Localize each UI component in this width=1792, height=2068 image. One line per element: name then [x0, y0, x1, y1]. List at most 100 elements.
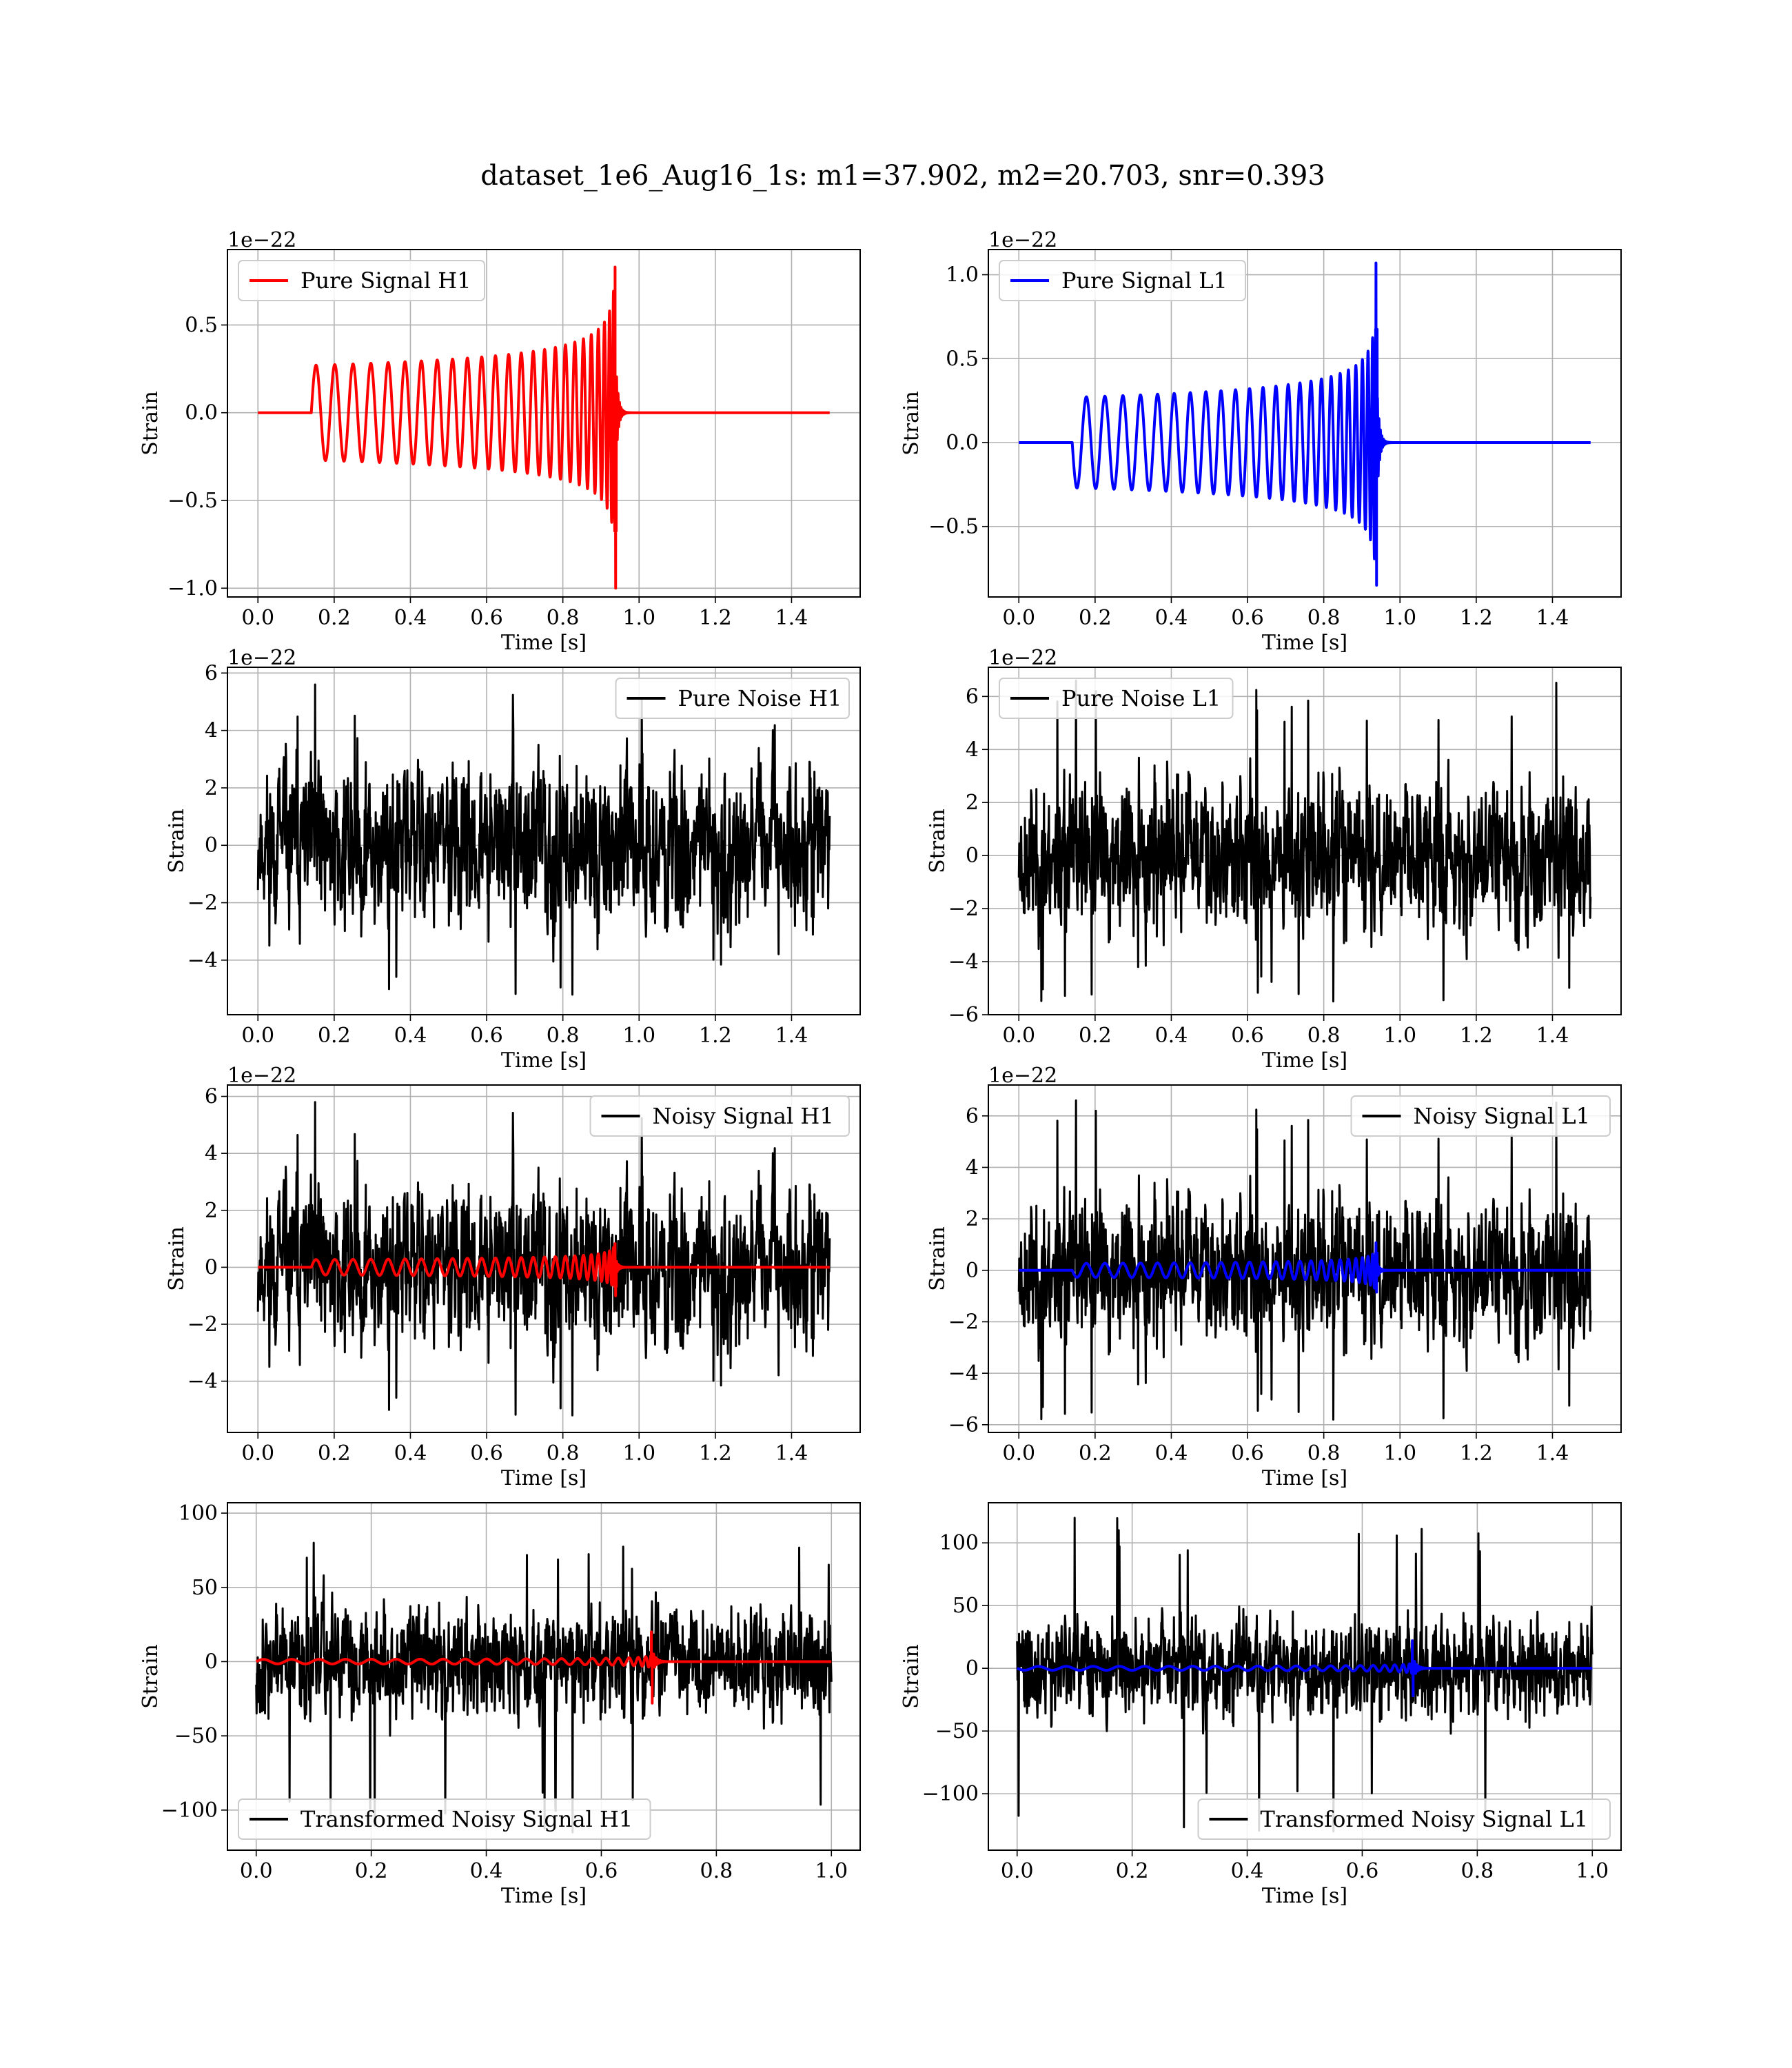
- y-tick-label: 0: [205, 1650, 218, 1674]
- legend: Pure Signal H1: [238, 260, 485, 301]
- legend: Noisy Signal H1: [589, 1095, 850, 1137]
- legend: Transformed Noisy Signal L1: [1197, 1798, 1611, 1840]
- y-axis-label: Strain: [899, 391, 924, 456]
- legend-label: Noisy Signal H1: [653, 1103, 834, 1129]
- axes-frame: [988, 1502, 1622, 1851]
- panel-pure-noise-h1: 0.0 0.2 0.4 0.6 0.8 1.0 1.2 1.4 −4 −2 0 2 4 6 Time [s]…: [165, 646, 861, 1073]
- y-offset-label: 1e−22: [988, 1064, 1057, 1088]
- y-tick-label: 4: [205, 719, 218, 743]
- legend-label: Pure Signal L1: [1061, 267, 1228, 294]
- x-tick-label: 1.2: [699, 606, 732, 630]
- x-tick-label: 1.4: [1536, 1024, 1569, 1048]
- x-tick-label: 1.2: [1460, 1441, 1493, 1466]
- x-tick-label: 0.2: [1079, 606, 1112, 630]
- x-tick-label: 0.8: [1307, 1024, 1341, 1048]
- x-tick-label: 1.2: [1460, 1024, 1493, 1048]
- x-tick-label: 0.6: [470, 1024, 503, 1048]
- y-axis-label: Strain: [926, 1226, 950, 1291]
- legend: Transformed Noisy Signal H1: [238, 1798, 651, 1840]
- x-tick-label: 0.8: [1461, 1859, 1494, 1883]
- axes-frame: [988, 1084, 1622, 1433]
- y-tick-label: 50: [953, 1594, 979, 1618]
- legend: Pure Noise H1: [615, 678, 850, 719]
- x-tick-label: 0.6: [470, 606, 503, 630]
- x-tick-label: 0.6: [1231, 1441, 1264, 1466]
- x-tick-label: 1.0: [1383, 1441, 1416, 1466]
- x-tick-label: 1.4: [775, 606, 808, 630]
- x-tick-label: 0.0: [1002, 606, 1035, 630]
- x-tick-label: 1.2: [1460, 606, 1493, 630]
- x-tick-label: 1.0: [622, 1024, 655, 1048]
- y-tick-label: −100: [161, 1798, 218, 1823]
- x-tick-label: 0.4: [1155, 1024, 1188, 1048]
- axes-frame: [227, 1084, 861, 1433]
- legend: Noisy Signal L1: [1350, 1095, 1611, 1137]
- x-tick-label: 0.8: [1307, 1441, 1341, 1466]
- y-tick-label: 0.0: [946, 431, 979, 455]
- axes-frame: [227, 1502, 861, 1851]
- x-tick-label: 0.4: [394, 606, 427, 630]
- y-tick-label: −50: [174, 1724, 218, 1748]
- series-line-signal: [256, 265, 831, 590]
- legend: Pure Signal L1: [999, 260, 1246, 301]
- y-tick-label: −50: [935, 1719, 979, 1743]
- series-line-noise: [1017, 1099, 1592, 1421]
- x-tick-label: 1.2: [699, 1024, 732, 1048]
- x-tick-label: 0.2: [1079, 1024, 1112, 1048]
- x-tick-label: 0.2: [1079, 1441, 1112, 1466]
- panel-transformed-l1: 0.0 0.2 0.4 0.6 0.8 1.0 −100 −50 0 50 100 Time [s] S…: [899, 1502, 1622, 1908]
- y-tick-label: −2: [948, 897, 979, 921]
- y-tick-label: −6: [948, 1003, 979, 1027]
- y-axis-label: Strain: [899, 1644, 924, 1709]
- y-tick-label: 100: [939, 1531, 979, 1555]
- legend-label: Pure Noise L1: [1061, 685, 1221, 711]
- x-tick-label: 0.4: [1155, 1441, 1188, 1466]
- y-tick-label: 4: [205, 1142, 218, 1166]
- y-tick-label: 0.5: [185, 313, 218, 337]
- x-tick-label: 0.4: [394, 1441, 427, 1466]
- x-tick-label: 0.4: [470, 1859, 503, 1883]
- x-axis-label: Time [s]: [1262, 1884, 1347, 1908]
- y-tick-label: −1.0: [167, 576, 218, 600]
- legend-label: Noisy Signal L1: [1414, 1103, 1591, 1129]
- y-axis-label: Strain: [165, 1226, 189, 1291]
- x-tick-label: 0.0: [1001, 1859, 1034, 1883]
- y-tick-label: 0: [966, 1656, 979, 1681]
- y-tick-label: 0: [205, 1255, 218, 1279]
- axes-frame: [988, 667, 1622, 1015]
- figure-suptitle: dataset_1e6_Aug16_1s: m1=37.902, m2=20.7…: [480, 160, 1325, 192]
- panel-pure-noise-l1: 0.0 0.2 0.4 0.6 0.8 1.0 1.2 1.4 −6 −4 −2 0 2 4 6 Time […: [926, 646, 1622, 1073]
- y-tick-label: 50: [192, 1576, 218, 1600]
- y-tick-label: 6: [966, 685, 979, 709]
- y-tick-label: −4: [948, 1361, 979, 1386]
- y-tick-label: 6: [966, 1104, 979, 1128]
- y-tick-label: −4: [187, 1370, 218, 1394]
- x-tick-label: 0.8: [547, 1441, 580, 1466]
- y-axis-label: Strain: [139, 391, 163, 456]
- x-tick-label: 0.8: [547, 606, 580, 630]
- y-tick-label: −100: [922, 1782, 979, 1806]
- x-tick-label: 0.0: [241, 1024, 274, 1048]
- series-line-signal: [1015, 1639, 1594, 1698]
- y-tick-label: 2: [966, 1207, 979, 1231]
- legend: Pure Noise L1: [999, 678, 1234, 719]
- x-tick-label: 0.6: [1346, 1859, 1379, 1883]
- y-axis-label: Strain: [139, 1644, 163, 1709]
- series-line-signal: [254, 1630, 833, 1705]
- axes-frame: [988, 249, 1622, 598]
- y-tick-label: 2: [205, 776, 218, 800]
- x-tick-label: 1.0: [622, 606, 655, 630]
- y-axis-label: Strain: [926, 809, 950, 873]
- y-tick-label: 1.0: [946, 263, 979, 287]
- y-tick-label: 6: [205, 661, 218, 685]
- panel-pure-signal-l1: 0.0 0.2 0.4 0.6 0.8 1.0 1.2 1.4 −0.5 0.0 0.5 1.0 Tim…: [899, 228, 1622, 655]
- legend-label: Transformed Noisy Signal H1: [301, 1806, 633, 1832]
- x-tick-label: 0.6: [470, 1441, 503, 1466]
- x-tick-label: 0.4: [1155, 606, 1188, 630]
- x-tick-label: 1.0: [1383, 1024, 1416, 1048]
- y-tick-label: 0: [205, 833, 218, 858]
- series-line-noise: [255, 1541, 833, 1834]
- x-tick-label: 1.0: [1576, 1859, 1609, 1883]
- legend-label: Pure Noise H1: [678, 685, 842, 711]
